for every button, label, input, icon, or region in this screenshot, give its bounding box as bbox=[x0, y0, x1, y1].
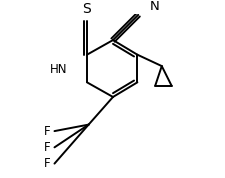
Text: F: F bbox=[44, 157, 50, 170]
Text: F: F bbox=[44, 141, 50, 154]
Text: N: N bbox=[149, 0, 159, 13]
Text: F: F bbox=[44, 125, 50, 138]
Text: HN: HN bbox=[50, 63, 67, 76]
Text: S: S bbox=[82, 2, 91, 17]
